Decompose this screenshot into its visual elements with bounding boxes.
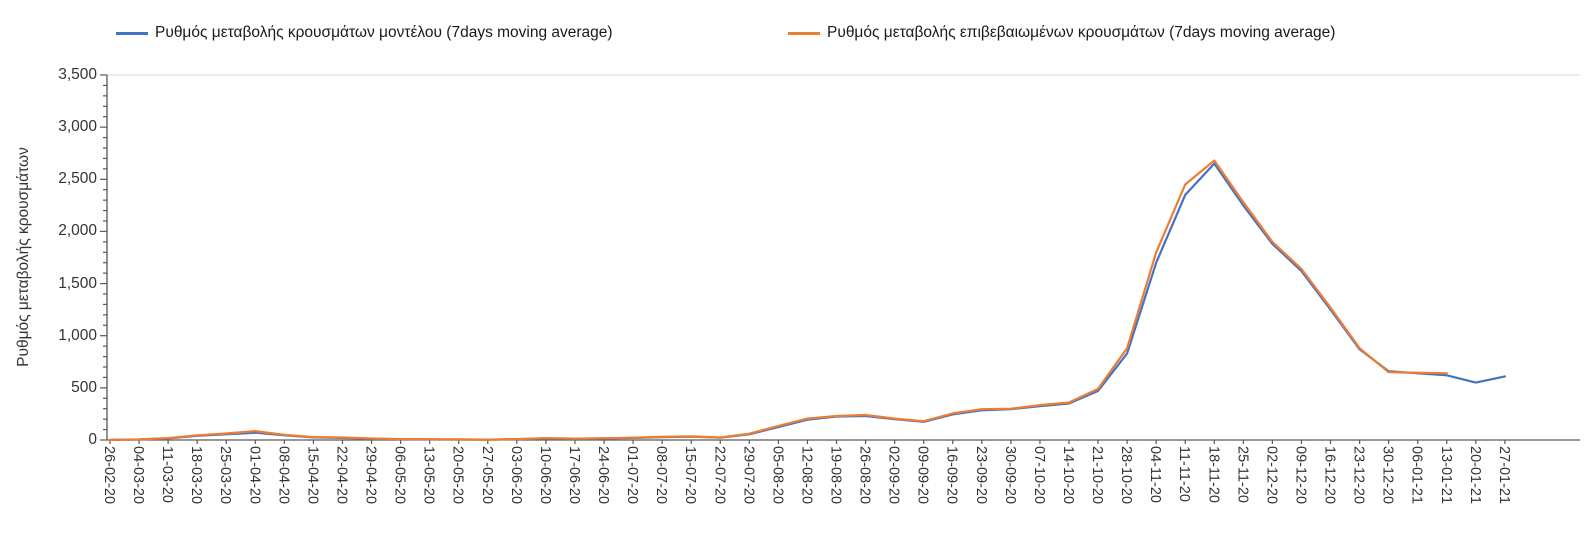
x-tick-label: 09-12-20 xyxy=(1292,446,1309,505)
x-tick-label: 11-03-20 xyxy=(159,446,176,503)
y-tick-label: 3,000 xyxy=(58,118,97,136)
x-tick-label: 02-12-20 xyxy=(1263,446,1280,505)
legend-line-swatch-orange xyxy=(788,31,820,35)
x-tick-label: 28-10-20 xyxy=(1118,446,1135,505)
x-tick-label: 16-12-20 xyxy=(1321,446,1338,505)
x-tick-label: 24-06-20 xyxy=(595,446,612,505)
x-tick-label: 16-09-20 xyxy=(943,446,960,505)
x-tick-label: 29-04-20 xyxy=(362,446,379,505)
x-tick-label: 26-02-20 xyxy=(101,446,117,505)
x-tick-label: 01-07-20 xyxy=(624,446,641,505)
x-tick-label: 06-05-20 xyxy=(391,446,408,505)
x-tick-label: 23-09-20 xyxy=(972,446,989,505)
legend-label-model: Ρυθμός μεταβολής κρουσμάτων μοντέλου (7d… xyxy=(155,24,613,41)
x-tick-label: 18-11-20 xyxy=(1205,446,1222,503)
x-tick-label: 09-09-20 xyxy=(914,446,931,505)
x-tick-label: 23-12-20 xyxy=(1350,446,1367,505)
x-tick-label: 06-01-21 xyxy=(1408,446,1425,505)
x-tick-label: 15-04-20 xyxy=(304,446,321,505)
x-tick-label: 22-07-20 xyxy=(711,446,728,505)
x-tick-label: 15-07-20 xyxy=(682,446,699,505)
series-line-1 xyxy=(108,159,1448,441)
x-tick-label: 25-11-20 xyxy=(1234,446,1251,503)
x-tick-label: 05-08-20 xyxy=(769,446,786,505)
x-tick-label: 03-06-20 xyxy=(507,446,524,505)
y-tick-label: 0 xyxy=(88,431,97,448)
x-tick-label: 10-06-20 xyxy=(536,446,553,505)
x-tick-label: 08-04-20 xyxy=(275,446,292,505)
x-tick-label: 01-04-20 xyxy=(246,446,263,505)
x-tick-label: 08-07-20 xyxy=(653,446,670,505)
legend-line-swatch-blue xyxy=(116,31,148,35)
x-tick-label: 13-01-21 xyxy=(1437,446,1454,505)
series-line-0 xyxy=(108,162,1507,441)
y-tick-label: 500 xyxy=(71,378,97,396)
x-tick-label: 21-10-20 xyxy=(1089,446,1106,505)
x-tick-label: 17-06-20 xyxy=(565,446,582,505)
y-tick-label: 3,500 xyxy=(58,66,97,83)
x-tick-label: 14-10-20 xyxy=(1059,446,1076,505)
x-tick-label: 29-07-20 xyxy=(740,446,757,505)
y-tick-label: 1,000 xyxy=(58,326,97,344)
y-tick-label: 2,000 xyxy=(58,222,97,240)
x-tick-label: 27-05-20 xyxy=(478,446,495,505)
x-tick-label: 30-12-20 xyxy=(1379,446,1396,505)
x-tick-label: 11-11-20 xyxy=(1176,446,1193,502)
x-tick-label: 27-01-21 xyxy=(1495,446,1512,505)
x-tick-label: 18-03-20 xyxy=(188,446,205,505)
x-tick-label: 19-08-20 xyxy=(827,446,844,505)
y-tick-label: 1,500 xyxy=(58,274,97,292)
x-tick-label: 26-08-20 xyxy=(856,446,873,505)
x-tick-label: 30-09-20 xyxy=(1001,446,1018,505)
x-tick-label: 04-11-20 xyxy=(1147,446,1164,503)
x-tick-label: 22-04-20 xyxy=(333,446,350,505)
legend-item-confirmed: Ρυθμός μεταβολής επιβεβαιωμένων κρουσμάτ… xyxy=(788,24,1335,42)
x-tick-label: 20-01-21 xyxy=(1466,446,1483,505)
x-tick-label: 20-05-20 xyxy=(449,446,466,505)
x-tick-label: 07-10-20 xyxy=(1030,446,1047,505)
y-tick-label: 2,500 xyxy=(58,170,97,188)
legend-label-confirmed: Ρυθμός μεταβολής επιβεβαιωμένων κρουσμάτ… xyxy=(827,24,1336,41)
x-tick-label: 13-05-20 xyxy=(420,446,437,505)
x-tick-label: 25-03-20 xyxy=(217,446,234,505)
x-tick-label: 02-09-20 xyxy=(885,446,902,505)
x-tick-label: 12-08-20 xyxy=(798,446,815,505)
legend-item-model: Ρυθμός μεταβολής κρουσμάτων μοντέλου (7d… xyxy=(116,24,613,42)
x-tick-label: 04-03-20 xyxy=(130,446,147,505)
